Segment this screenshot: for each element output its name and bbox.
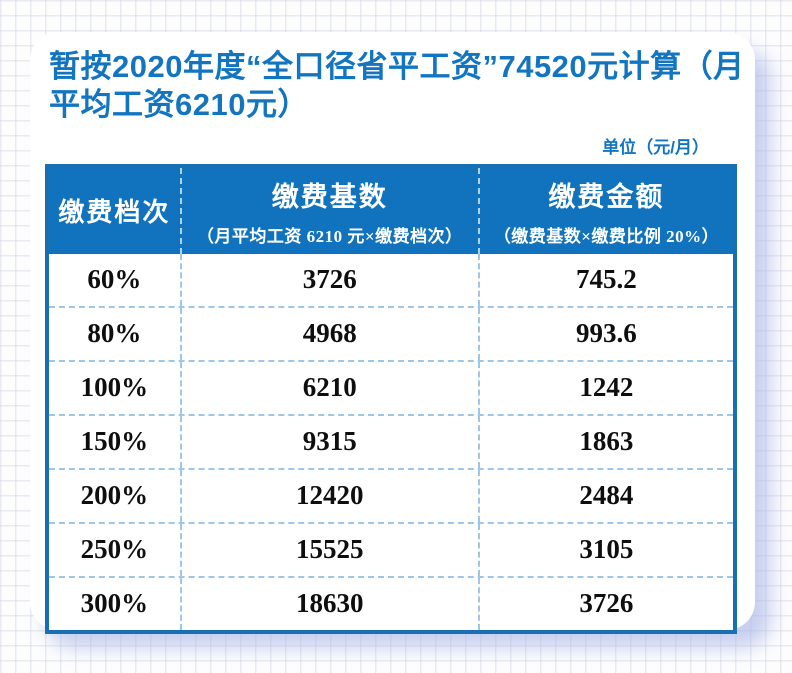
header-base-label: 缴费基数 xyxy=(271,181,388,212)
table-row: 200% 12420 2484 xyxy=(49,467,733,522)
cell-tier: 60% xyxy=(87,264,142,295)
cell-tier: 250% xyxy=(80,534,149,565)
table-row: 100% 6210 1242 xyxy=(49,359,733,414)
cell-amount: 745.2 xyxy=(477,253,733,306)
cell-tier: 100% xyxy=(80,372,149,403)
table-row: 250% 15525 3105 xyxy=(49,521,733,576)
cell-tier: 150% xyxy=(80,426,149,457)
cell-base: 4968 xyxy=(179,307,478,360)
cell-base: 12420 xyxy=(179,469,478,522)
header-base-formula: （月平均工资 6210 元×缴费档次） xyxy=(196,226,463,246)
table-header-amount: 缴费金额 （缴费基数×缴费比例 20%） xyxy=(477,167,733,254)
cell-base: 18630 xyxy=(179,577,478,630)
table-header-base: 缴费基数 （月平均工资 6210 元×缴费档次） xyxy=(179,167,478,254)
cell-amount: 1242 xyxy=(477,361,733,414)
cell-base: 6210 xyxy=(179,361,478,414)
header-amount-formula: （缴费基数×缴费比例 20%） xyxy=(493,226,720,246)
cell-amount: 1863 xyxy=(477,415,733,468)
unit-note: 单位（元/月） xyxy=(602,137,709,157)
cell-tier: 80% xyxy=(87,318,142,349)
cell-tier: 200% xyxy=(80,480,149,511)
cell-amount: 3105 xyxy=(477,523,733,576)
cell-base: 15525 xyxy=(179,523,478,576)
content-card: 暂按2020年度“全口径省平工资”74520元计算（月平均工资6210元） 单位… xyxy=(30,32,755,634)
table-row: 60% 3726 745.2 xyxy=(49,253,733,306)
cell-amount: 3726 xyxy=(477,577,733,630)
table-row: 80% 4968 993.6 xyxy=(49,305,733,360)
table-header-tier: 缴费档次 xyxy=(49,168,180,254)
header-amount-label: 缴费金额 xyxy=(548,181,665,212)
cell-base: 9315 xyxy=(179,415,478,468)
header-tier-label: 缴费档次 xyxy=(58,198,171,228)
table-row: 300% 18630 3726 xyxy=(49,575,733,630)
cell-amount: 2484 xyxy=(477,469,733,522)
table-row: 150% 9315 1863 xyxy=(49,413,733,468)
cell-amount: 993.6 xyxy=(477,307,733,360)
page-title: 暂按2020年度“全口径省平工资”74520元计算（月平均工资6210元） xyxy=(49,49,745,123)
table-header-row: 缴费档次 缴费基数 （月平均工资 6210 元×缴费档次） 缴费金额 （缴费基数… xyxy=(49,167,733,254)
cell-base: 3726 xyxy=(179,253,478,306)
contribution-table: 缴费档次 缴费基数 （月平均工资 6210 元×缴费档次） 缴费金额 （缴费基数… xyxy=(45,163,737,634)
cell-tier: 300% xyxy=(80,588,149,619)
